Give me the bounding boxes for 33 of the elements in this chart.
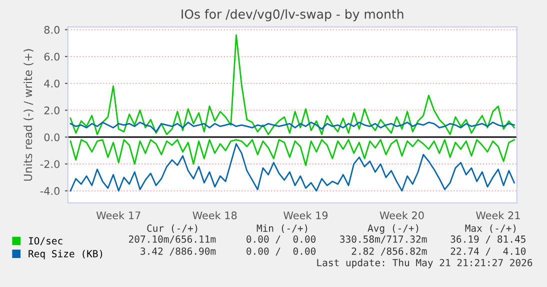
text: Max (-/+): [465, 224, 516, 234]
x-tick-label: Week 19: [284, 211, 328, 220]
text: 207.10m/656.11m: [128, 235, 216, 244]
text: 330.58m/717.32m: [340, 235, 427, 244]
y-axis-title: Units read (-) / write (+): [24, 49, 34, 181]
y-tick-label: 2.0: [44, 106, 60, 114]
y-tick-label: -4.0: [40, 187, 60, 195]
text: 0.00 / 0.00: [246, 235, 316, 244]
y-tick-label: 6.0: [44, 52, 60, 61]
text: 3.42 /886.90m: [140, 247, 216, 256]
line-series: [70, 122, 515, 132]
x-tick-label: Week 21: [476, 211, 520, 220]
text: Cur (-/+): [147, 224, 198, 234]
text: Last update: Thu May 21 21:21:27 2026: [317, 258, 532, 268]
x-tick-label: Week 18: [192, 211, 237, 220]
legend-label: IO/sec: [28, 237, 62, 246]
line-series: [70, 139, 515, 166]
y-tick-label: 4.0: [44, 80, 60, 88]
chart-title: IOs for /dev/vg0/lv-swap - by month: [182, 9, 404, 22]
x-tick-label: Week 20: [380, 211, 424, 220]
y-tick-label: 8.0: [44, 26, 60, 34]
text: 36.19 / 81.45: [450, 235, 526, 244]
text: Avg (-/+): [368, 224, 418, 234]
line-series: [70, 143, 515, 192]
text: 22.74 / 4.10: [450, 247, 526, 256]
legend-label: Req Size (KB): [28, 250, 102, 260]
text: 2.82 /856.82m: [352, 247, 427, 256]
line-series: [70, 34, 515, 136]
x-tick-label: Week 17: [96, 211, 140, 220]
y-tick-label: 0.0: [44, 133, 60, 142]
text: 0.00 / 0.00: [246, 247, 316, 256]
text: Min (-/+): [256, 224, 308, 234]
y-tick-label: -2.0: [40, 160, 60, 168]
